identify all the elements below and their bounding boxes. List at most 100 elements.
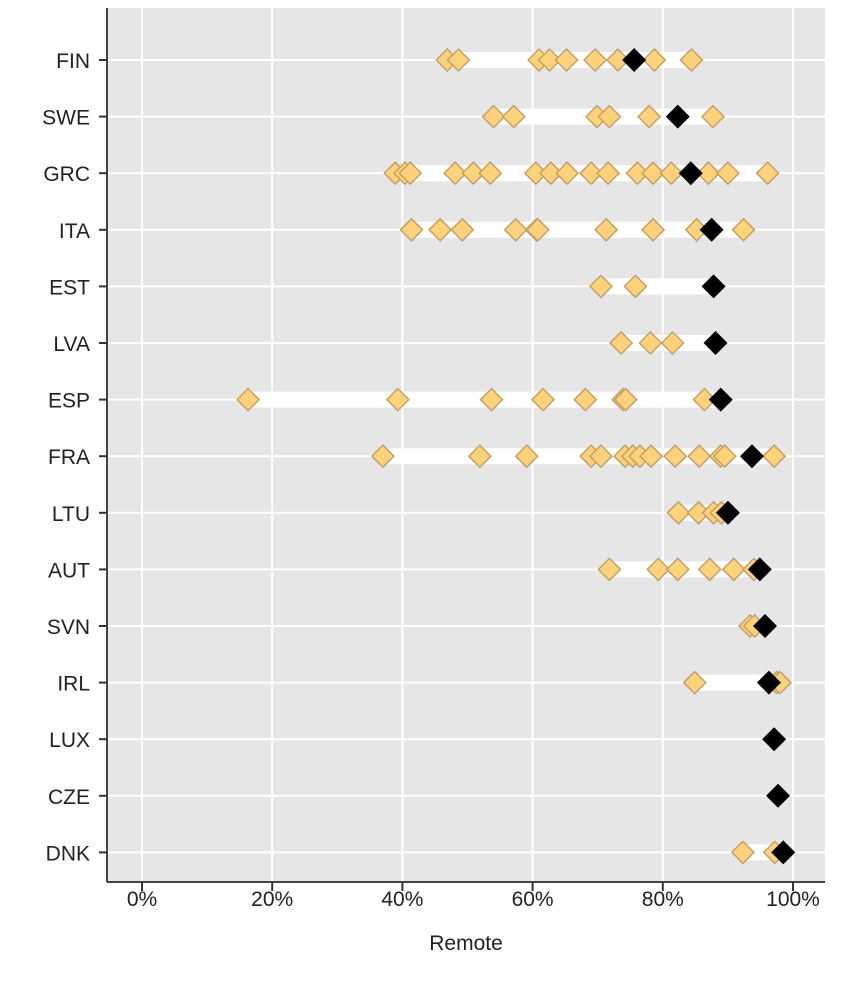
data-point-diamond xyxy=(660,330,685,356)
data-point-diamond xyxy=(637,104,662,129)
highlight-point-swe xyxy=(665,104,690,129)
x-tick-label: 100% xyxy=(766,888,820,911)
data-point-diamond xyxy=(583,47,608,73)
y-tick-label-swe: SWE xyxy=(42,107,90,130)
data-point-diamond xyxy=(659,161,684,186)
data-point-diamond xyxy=(537,47,562,73)
y-tick-label-ltu: LTU xyxy=(52,503,90,526)
highlight-point-dnk xyxy=(771,840,796,865)
data-point-diamond xyxy=(638,330,663,356)
x-tick-label: 80% xyxy=(642,888,684,911)
data-point-diamond xyxy=(692,387,717,412)
data-point-diamond xyxy=(731,217,756,242)
data-point-diamond xyxy=(478,161,503,186)
y-tick-label-lva: LVA xyxy=(53,333,90,356)
y-tick-label-grc: GRC xyxy=(43,163,90,186)
x-tick-label: 40% xyxy=(381,888,423,911)
data-point-diamond xyxy=(597,104,622,129)
data-point-diamond xyxy=(609,330,634,356)
x-axis-ticks: 0% 20% 40% 60% 80% 100% xyxy=(127,882,820,911)
x-tick-label: 20% xyxy=(251,888,293,911)
highlight-point-lva xyxy=(703,331,728,355)
highlight-point-aut xyxy=(747,557,772,582)
y-tick-label-aut: AUT xyxy=(48,559,90,582)
data-point-diamond xyxy=(642,47,667,73)
data-point-diamond xyxy=(700,104,725,129)
x-tick-label: 0% xyxy=(127,888,157,911)
data-point-diamond xyxy=(467,444,492,469)
data-point-diamond xyxy=(588,274,614,299)
y-tick-label-dnk: DNK xyxy=(46,842,90,865)
y-tick-label-lux: LUX xyxy=(49,729,90,752)
y-tick-label-cze: CZE xyxy=(48,786,90,809)
data-point-diamond xyxy=(428,217,453,242)
data-point-diamond xyxy=(613,387,638,412)
y-tick-label-esp: ESP xyxy=(48,390,90,413)
highlight-point-lux xyxy=(762,727,787,752)
data-point-diamond xyxy=(554,47,579,73)
data-point-diamond xyxy=(538,161,563,186)
data-point-diamond xyxy=(443,161,468,186)
data-point-diamond xyxy=(555,161,580,186)
data-point-diamond xyxy=(525,217,550,242)
data-point-diamond xyxy=(715,161,740,186)
y-tick-label-svn: SVN xyxy=(47,616,90,639)
data-point-diamond xyxy=(697,557,722,582)
data-point-diamond xyxy=(646,557,671,582)
highlight-point-irl xyxy=(756,670,781,695)
data-point-diamond xyxy=(450,217,475,242)
data-point-diamond xyxy=(730,840,755,865)
x-tick-label: 60% xyxy=(512,888,554,911)
data-point-diamond xyxy=(596,161,621,186)
highlight-point-esp xyxy=(708,387,733,412)
data-point-diamond xyxy=(579,161,604,186)
x-axis-title: Remote xyxy=(429,932,503,955)
plot-panel xyxy=(107,8,825,882)
data-point-diamond xyxy=(530,387,556,412)
y-tick-label-ita: ITA xyxy=(59,220,90,243)
data-point-diamond xyxy=(573,387,598,412)
data-point-diamond xyxy=(665,557,690,582)
data-point-diamond xyxy=(370,444,395,469)
data-point-diamond xyxy=(236,387,261,412)
data-point-diamond xyxy=(597,557,622,582)
highlight-point-est xyxy=(701,274,726,299)
data-point-diamond xyxy=(481,104,506,129)
y-tick-label-est: EST xyxy=(49,276,90,299)
data-points xyxy=(236,47,796,865)
y-axis-labels: FIN SWE GRC ITA EST LVA ESP FRA LTU AUT SVN IRL LUX C… xyxy=(42,50,107,865)
data-point-diamond xyxy=(588,444,614,469)
highlight-point-ita xyxy=(699,217,724,242)
data-point-diamond xyxy=(640,161,666,186)
data-point-diamond xyxy=(721,557,746,582)
data-point-diamond xyxy=(762,444,787,469)
data-point-diamond xyxy=(501,104,526,129)
y-tick-label-fra: FRA xyxy=(48,446,90,469)
highlight-point-fra xyxy=(739,444,764,469)
data-point-diamond xyxy=(666,500,691,525)
data-point-diamond xyxy=(479,387,504,412)
data-point-diamond xyxy=(398,161,423,186)
data-point-diamond xyxy=(594,217,619,242)
data-point-diamond xyxy=(461,161,486,186)
data-point-diamond xyxy=(514,444,539,469)
data-point-diamond xyxy=(385,387,410,412)
data-point-diamond xyxy=(399,217,424,242)
data-point-diamond xyxy=(446,47,471,73)
data-point-diamond xyxy=(503,217,528,242)
data-point-diamond xyxy=(640,217,666,242)
data-point-diamond xyxy=(679,47,704,73)
data-point-diamond xyxy=(696,161,721,186)
y-tick-label-irl: IRL xyxy=(57,673,90,696)
data-point-diamond xyxy=(682,670,707,695)
data-point-diamond xyxy=(687,444,712,469)
y-tick-label-fin: FIN xyxy=(56,50,90,73)
data-point-diamond xyxy=(712,444,737,469)
data-point-diamond xyxy=(755,161,780,186)
data-point-diamond xyxy=(639,444,664,469)
data-point-diamond xyxy=(663,444,688,469)
highlight-point-cze xyxy=(766,783,791,808)
highlight-point-grc xyxy=(678,161,703,186)
highlight-point-ltu xyxy=(715,500,740,525)
